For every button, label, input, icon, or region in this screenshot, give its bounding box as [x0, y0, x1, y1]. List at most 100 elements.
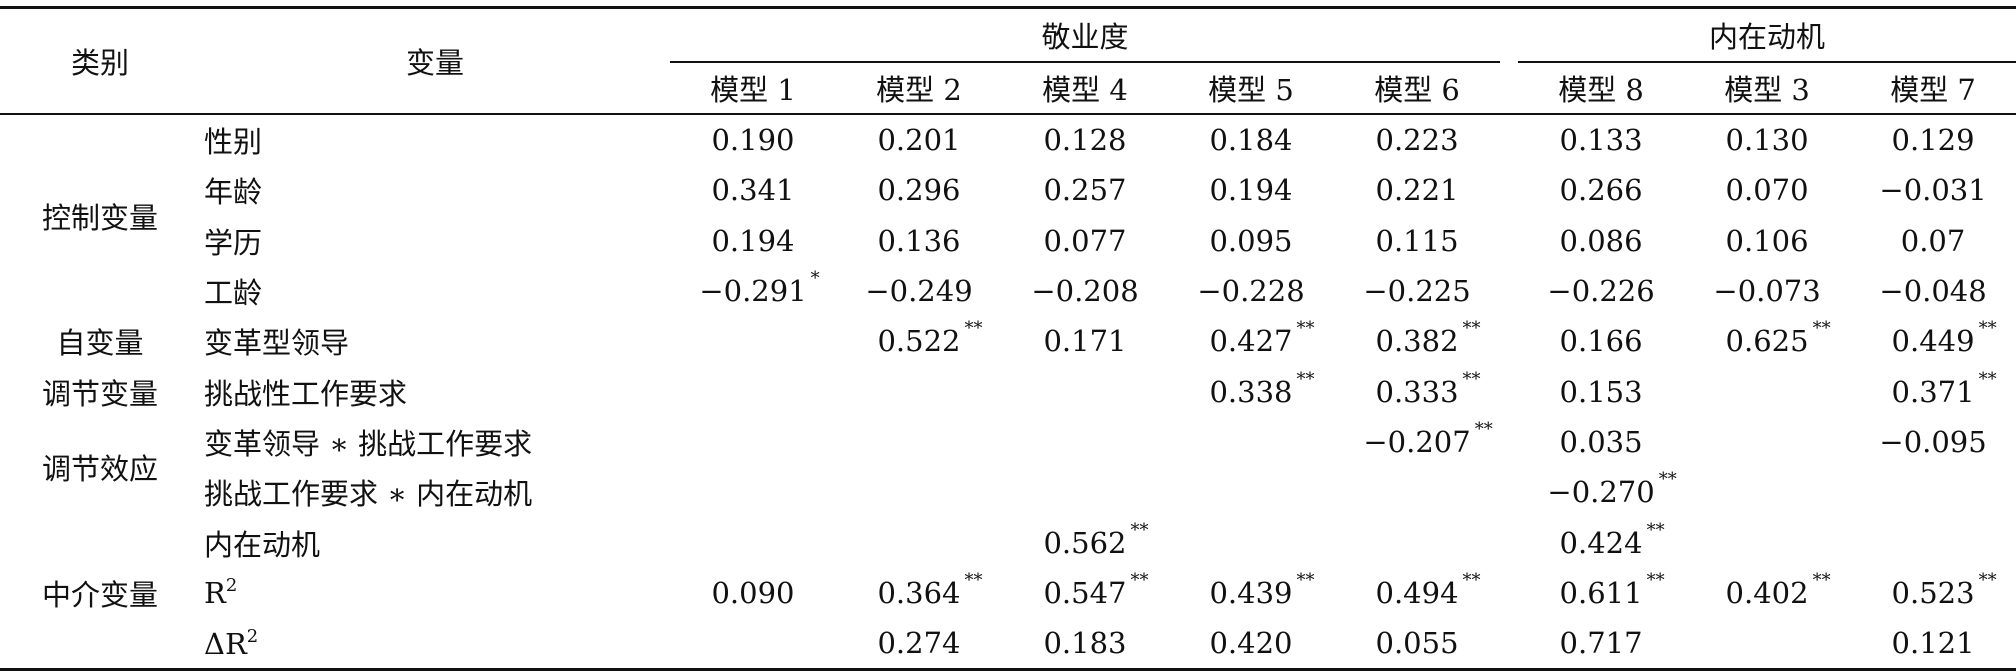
header-model: 模型 4 — [1042, 73, 1128, 107]
value-cell — [670, 366, 836, 416]
header-model: 模型 6 — [1374, 73, 1460, 107]
variable-cell: ΔR2 — [200, 618, 670, 670]
value-cell: −0.226 — [1518, 266, 1684, 316]
coefficient-value: 0.364 — [877, 575, 961, 610]
value-cell: 0.194 — [670, 216, 836, 266]
variable-label: 挑战性工作要求 — [204, 376, 408, 411]
variable-cell: R2 — [200, 568, 670, 618]
value-cell: 0.611 ** — [1518, 568, 1684, 618]
value-cell: −0.031 — [1850, 165, 2016, 215]
coefficient-value: 0.494 — [1375, 575, 1459, 610]
value-cell — [1684, 366, 1850, 416]
value-cell — [1334, 517, 1500, 567]
variable-superscript: 2 — [225, 575, 238, 597]
value-cell: 0.055 — [1334, 618, 1500, 670]
variable-label: 学历 — [204, 225, 263, 260]
coefficient-value: 0.070 — [1725, 173, 1809, 208]
variable-label: 变革领导 ∗ 挑战工作要求 — [204, 426, 533, 461]
coefficient-value: 0.086 — [1559, 223, 1643, 258]
coefficient-value: 0.402 — [1725, 575, 1809, 610]
significance-marker: ** — [1978, 368, 1997, 390]
value-cell: 0.121 — [1850, 618, 2016, 670]
value-cell: −0.095 — [1850, 417, 2016, 467]
value-cell: 0.115 — [1334, 216, 1500, 266]
value-cell: 0.136 — [836, 216, 1002, 266]
table-row: 学历 0.194 0.136 0.077 0.095 0.115 0.086 0.106 0.0… — [0, 216, 2016, 266]
value-cell: −0.228 — [1168, 266, 1334, 316]
value-cell: 0.296 — [836, 165, 1002, 215]
value-cell: 0.183 — [1002, 618, 1168, 670]
coefficient-value: 0.338 — [1209, 374, 1293, 409]
coefficient-value: 0.106 — [1725, 223, 1809, 258]
coefficient-value: 0.07 — [1900, 223, 1966, 258]
value-cell: 0.439 ** — [1168, 568, 1334, 618]
header-group-engagement: 敬业度 — [670, 7, 1501, 63]
coefficient-value: 0.257 — [1043, 173, 1127, 208]
value-cell: 0.494 ** — [1334, 568, 1500, 618]
coefficient-value: −0.031 — [1879, 173, 1987, 208]
variable-label: R — [204, 576, 226, 611]
value-cell: 0.194 — [1168, 165, 1334, 215]
significance-marker: ** — [1130, 519, 1149, 541]
category-cell: 中介变量 — [41, 577, 158, 612]
coefficient-value: 0.153 — [1559, 374, 1643, 409]
coefficient-value: 0.439 — [1209, 575, 1293, 610]
value-cell: 0.077 — [1002, 216, 1168, 266]
coefficient-value: 0.625 — [1725, 324, 1809, 359]
value-cell — [1168, 417, 1334, 467]
variable-label: 性别 — [204, 125, 263, 160]
value-cell: 0.166 — [1518, 316, 1684, 366]
coefficient-value: −0.048 — [1879, 274, 1987, 309]
value-cell: 0.171 — [1002, 316, 1168, 366]
value-cell — [1002, 467, 1168, 517]
coefficient-value: 0.449 — [1891, 324, 1975, 359]
value-cell — [1684, 467, 1850, 517]
value-cell: 0.184 — [1168, 114, 1334, 165]
variable-cell: 变革领导 ∗ 挑战工作要求 — [200, 417, 670, 467]
value-cell: 0.095 — [1168, 216, 1334, 266]
value-cell: 0.07 — [1850, 216, 2016, 266]
significance-marker: ** — [1462, 368, 1481, 390]
table-row: 工龄 −0.291 * −0.249 −0.208 −0.228 −0.225 −0.226 −… — [0, 266, 2016, 316]
significance-marker: ** — [1658, 469, 1677, 491]
coefficient-value: −0.208 — [1031, 274, 1139, 309]
regression-results-table: 类别 变量 敬业度 内在动机 模型 1 模型 2 模型 4 模型 5 模型 6 … — [0, 6, 2016, 671]
coefficient-value: 0.547 — [1043, 575, 1127, 610]
coefficient-value: −0.073 — [1713, 274, 1821, 309]
value-cell: 0.090 — [670, 568, 836, 618]
value-cell: −0.048 — [1850, 266, 2016, 316]
coefficient-value: −0.228 — [1197, 274, 1305, 309]
table-row: 挑战工作要求 ∗ 内在动机 −0.270 ** — [0, 467, 2016, 517]
variable-label: 内在动机 — [204, 527, 321, 562]
significance-marker: ** — [1296, 318, 1315, 340]
significance-marker: ** — [1812, 569, 1831, 591]
value-cell: 0.274 — [836, 618, 1002, 670]
value-cell: −0.270 ** — [1518, 467, 1684, 517]
coefficient-value: 0.035 — [1559, 424, 1643, 459]
variable-cell: 变革型领导 — [200, 316, 670, 366]
coefficient-value: 0.522 — [877, 324, 961, 359]
variable-label: ΔR — [204, 626, 247, 661]
value-cell: 0.130 — [1684, 114, 1850, 165]
value-cell — [1684, 618, 1850, 670]
coefficient-value: −0.095 — [1879, 424, 1987, 459]
value-cell: −0.208 — [1002, 266, 1168, 316]
coefficient-value: 0.201 — [877, 123, 961, 158]
significance-marker: ** — [964, 318, 983, 340]
value-cell: 0.257 — [1002, 165, 1168, 215]
significance-marker: ** — [1978, 318, 1997, 340]
coefficient-value: 0.382 — [1375, 324, 1459, 359]
coefficient-value: 0.166 — [1559, 324, 1643, 359]
table-row: 调节效应 变革领导 ∗ 挑战工作要求 −0.207 ** 0.035 −0.095 — [0, 417, 2016, 486]
value-cell: 0.153 — [1518, 366, 1684, 416]
value-cell: 0.106 — [1684, 216, 1850, 266]
value-cell: 0.424 ** — [1518, 517, 1684, 567]
coefficient-value: −0.249 — [865, 274, 973, 309]
value-cell: 0.625 ** — [1684, 316, 1850, 366]
value-cell: 0.333 ** — [1334, 366, 1500, 416]
coefficient-value: 0.184 — [1209, 123, 1293, 158]
significance-marker: ** — [1978, 569, 1997, 591]
variable-cell: 性别 — [200, 114, 670, 165]
variable-label: 变革型领导 — [204, 326, 350, 361]
